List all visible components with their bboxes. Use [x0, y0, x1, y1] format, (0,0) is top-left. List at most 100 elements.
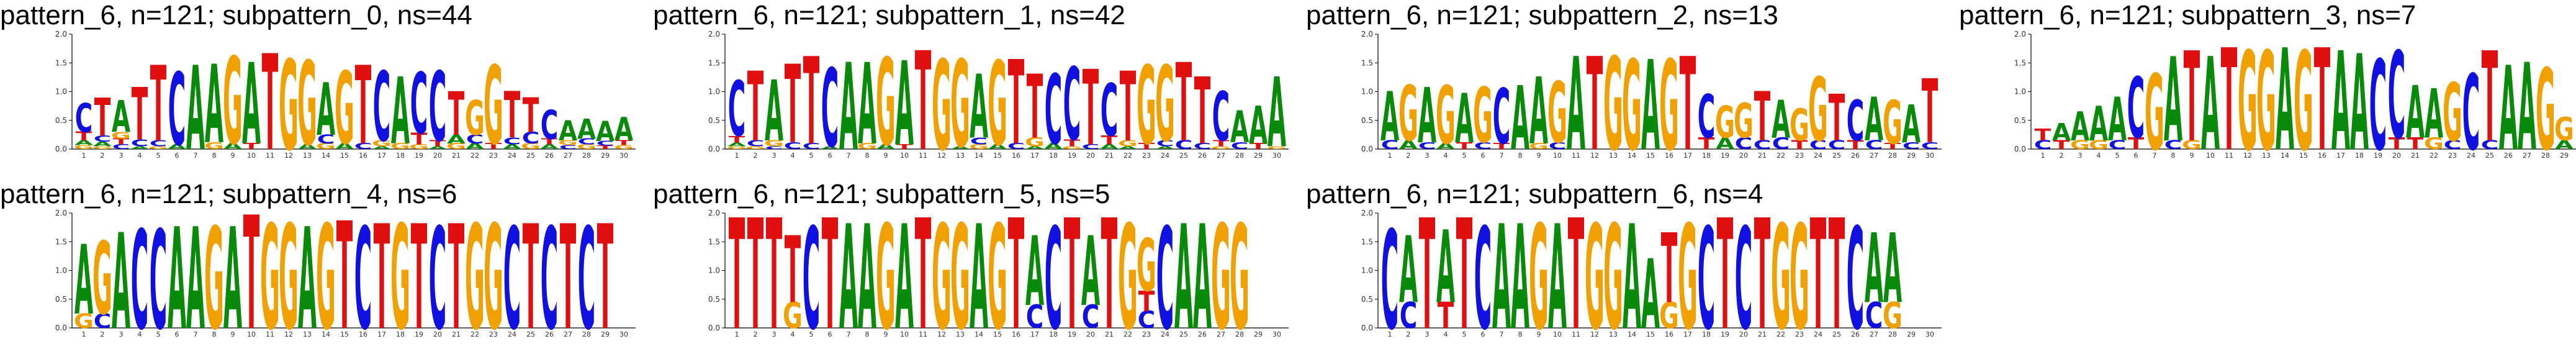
logo-letter-c: C — [821, 46, 839, 172]
x-tick-label: 26 — [1198, 152, 1207, 160]
logo-letter-a: A — [186, 42, 205, 176]
x-tick-label: 5 — [156, 152, 161, 160]
logo-letter-g: G — [1211, 196, 1231, 354]
x-tick-label: 27 — [564, 152, 572, 160]
x-tick-label: 8 — [212, 330, 217, 338]
logo-letter-t: T — [1138, 142, 1155, 151]
logo-letter-a: A — [1529, 59, 1548, 165]
logo-letter-c: C — [168, 52, 186, 168]
logo-letter-a: A — [1399, 138, 1418, 152]
x-tick-label: 13 — [956, 152, 965, 160]
x-tick-label: 3 — [772, 152, 777, 160]
sequence-logo: 0.00.51.01.52.01 2 3 4 5 6 7 8 9 10 11 12 13 14 15 16 17… — [2014, 20, 2576, 183]
x-tick-label: 30 — [619, 330, 628, 338]
y-tick-label: 2.0 — [1361, 209, 1373, 217]
logo-letter-t: T — [243, 184, 260, 354]
logo-letter-g: G — [1436, 70, 1456, 163]
x-tick-label: 7 — [1500, 152, 1504, 160]
x-tick-label: 7 — [1500, 330, 1504, 338]
logo-letter-t: T — [1213, 138, 1230, 148]
logo-letter-t: T — [1698, 134, 1715, 153]
logo-letter-t: T — [1120, 52, 1137, 164]
logo-letter-a: A — [428, 145, 448, 150]
logo-letter-c: C — [1847, 89, 1865, 154]
logo-letter-c: C — [94, 310, 112, 333]
x-tick-label: 9 — [231, 152, 235, 160]
logo-letter-g: G — [2145, 52, 2164, 174]
logo-letter-a: A — [596, 115, 615, 147]
logo-letter-t: T — [485, 142, 502, 151]
logo-letter-a: A — [951, 145, 970, 150]
x-tick-label: 16 — [2318, 152, 2326, 160]
x-tick-label: 8 — [865, 152, 870, 160]
x-tick-label: 20 — [433, 330, 442, 338]
logo-letter-t: T — [1101, 134, 1118, 148]
logo-letter-t: T — [2053, 138, 2070, 152]
x-tick-label: 10 — [900, 330, 909, 338]
x-tick-label: 19 — [1721, 152, 1729, 160]
logo-letter-g: G — [2424, 134, 2444, 153]
x-tick-label: 11 — [266, 330, 274, 338]
x-tick-label: 22 — [1777, 152, 1785, 160]
x-tick-label: 19 — [1068, 330, 1076, 338]
logo-letter-a: A — [1025, 216, 1044, 328]
logo-letter-a: A — [839, 196, 858, 354]
x-tick-label: 20 — [1086, 152, 1095, 160]
logo-letter-g: G — [204, 140, 224, 152]
x-tick-label: 25 — [1832, 152, 1841, 160]
logo-letter-g: G — [2070, 138, 2090, 152]
logo-letter-a: A — [1865, 214, 1883, 325]
logo-letter-g: G — [1603, 196, 1623, 354]
y-tick-label: 2.0 — [55, 30, 67, 39]
x-tick-label: 30 — [619, 152, 628, 160]
logo-letter-g: G — [1230, 196, 1250, 354]
y-tick-label: 1.5 — [55, 58, 67, 67]
logo-letter-g: G — [876, 34, 896, 173]
logo-letter-c: C — [1212, 78, 1230, 157]
x-tick-label: 7 — [2153, 152, 2157, 160]
logo-letter-g: G — [372, 138, 392, 148]
logo-letter-t: T — [113, 137, 130, 147]
x-tick-label: 20 — [2392, 152, 2401, 160]
logo-letter-g: G — [74, 144, 94, 151]
panel-title: pattern_6, n=121; subpattern_5, ns=5 — [653, 179, 1110, 209]
logo-letter-g: G — [2294, 23, 2313, 181]
logo-letter-a: A — [1119, 145, 1138, 150]
x-tick-label: 29 — [1907, 152, 1916, 160]
panel-title: pattern_6, n=121; subpattern_4, ns=6 — [0, 179, 457, 209]
logo-letter-g: G — [316, 142, 336, 151]
logo-letter-a: A — [223, 199, 242, 354]
logo-letter-c: C — [1549, 140, 1567, 152]
logo-letter-g: G — [988, 37, 1007, 172]
logo-letter-c: C — [2388, 27, 2406, 166]
x-tick-label: 18 — [1049, 330, 1058, 338]
logo-letter-a: A — [242, 39, 261, 170]
logo-letter-t: T — [1419, 188, 1436, 354]
y-tick-label: 1.0 — [55, 88, 67, 96]
logo-letter-c: C — [1921, 140, 1939, 152]
x-tick-label: 24 — [2467, 152, 2475, 160]
panel-title: pattern_6, n=121; subpattern_3, ns=7 — [1959, 0, 2416, 30]
logo-letter-c: C — [1045, 199, 1063, 354]
logo-letter-g: G — [2238, 23, 2258, 181]
y-tick-label: 2.0 — [708, 30, 720, 39]
logo-letter-g: G — [446, 142, 466, 151]
logo-letter-t: T — [523, 88, 539, 144]
x-tick-label: 6 — [828, 152, 832, 160]
logo-letter-a: A — [1380, 78, 1399, 157]
y-tick-label: 2.0 — [1361, 30, 1373, 39]
logo-letter-a: A — [765, 63, 783, 160]
logo-letter-g: G — [1808, 60, 1828, 162]
logo-letter-c: C — [503, 199, 521, 354]
logo-letter-a: A — [1436, 142, 1456, 151]
x-tick-label: 17 — [377, 330, 386, 338]
x-tick-label: 26 — [1851, 152, 1860, 160]
x-tick-label: 17 — [2336, 152, 2345, 160]
y-tick-label: 0.0 — [1361, 324, 1373, 332]
x-tick-label: 12 — [937, 152, 946, 160]
logo-letter-t: T — [2389, 134, 2405, 153]
x-tick-label: 4 — [2097, 152, 2101, 160]
logo-letter-a: A — [2052, 119, 2071, 147]
logo-letter-c: C — [728, 66, 746, 154]
logo-letter-a: A — [2499, 42, 2518, 176]
